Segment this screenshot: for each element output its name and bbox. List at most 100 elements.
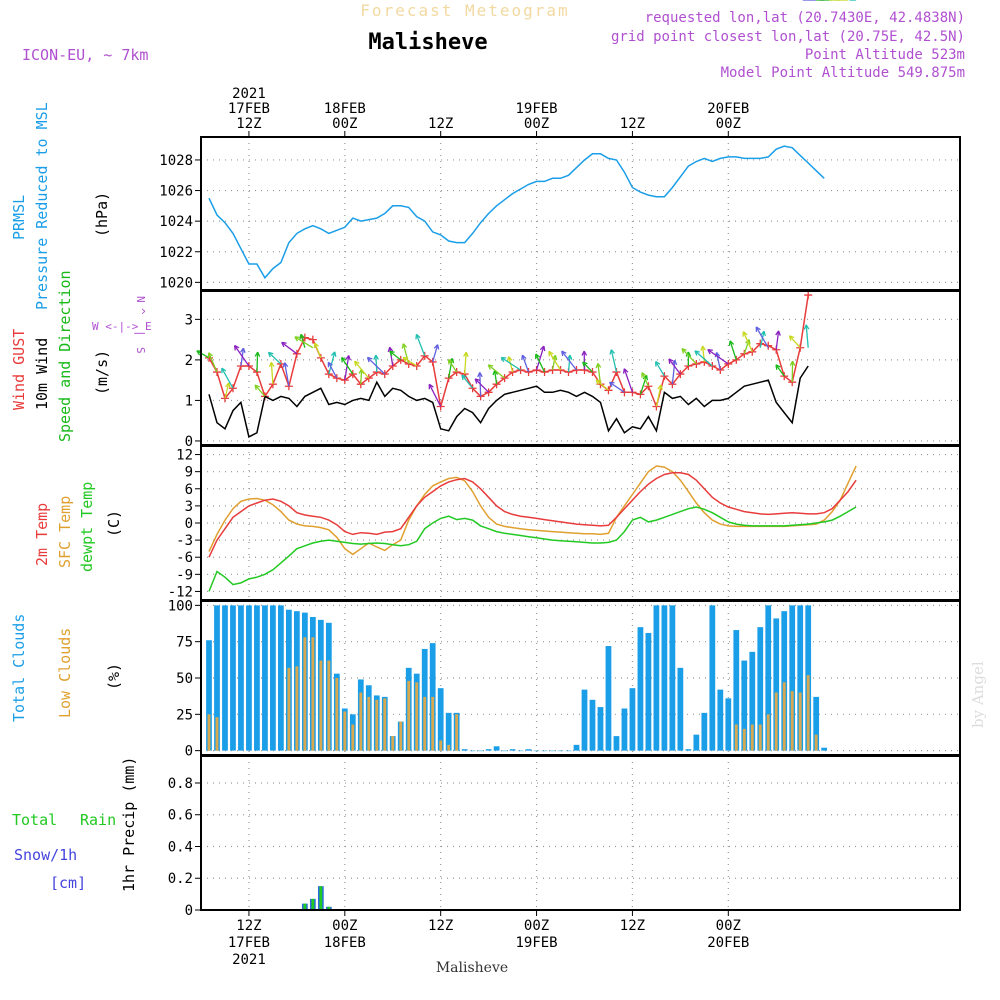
clouds-ytick-label: 100 [168, 598, 193, 614]
precip-ytick-label: 0 [185, 903, 193, 919]
low-cloud-bar [439, 740, 443, 751]
wind-dir-arrow [500, 356, 521, 371]
wind-dir-arrowhead [354, 360, 360, 367]
time-label-top: 00Z [332, 116, 357, 132]
low-cloud-bar [423, 696, 427, 751]
wind-dir-arrowhead [294, 336, 300, 342]
wind-dir-arrow [196, 350, 210, 359]
wind-dir-arrowhead [447, 358, 454, 365]
gust-marker [644, 382, 653, 391]
compass-bar: | [134, 330, 147, 337]
wind-dir-arrow [281, 341, 298, 355]
pressure-ytick-label: 1026 [159, 184, 193, 200]
wind-dir-arrowhead [654, 360, 661, 367]
wind-dir-arrow [639, 375, 648, 395]
precip-rain-label: Rain [80, 811, 116, 829]
gust-series [208, 294, 809, 409]
total-cloud-bar [461, 749, 468, 751]
low-cloud-bar [431, 696, 435, 751]
wind-ytick-label: 3 [185, 312, 193, 328]
wind-dir-arrowhead [281, 341, 287, 348]
total-cloud-bar [781, 611, 788, 751]
gust-marker [740, 349, 749, 358]
pressure-ytick-label: 1024 [159, 214, 193, 230]
wind-dir-arrowhead [707, 348, 713, 355]
compass-up: ^ [134, 308, 147, 315]
precip-cm-label: [cm] [50, 874, 86, 892]
time-label-bottom: 17FEB [228, 935, 270, 951]
wind-dir-arrowhead [474, 378, 481, 384]
pressure-ytick-label: 1028 [159, 153, 193, 169]
total-cloud-bar [637, 627, 644, 751]
total-cloud-bar [765, 605, 772, 751]
wind-dir-arrow [300, 334, 306, 348]
low-cloud-bar [399, 721, 403, 751]
wind-dir-arrow [623, 368, 634, 393]
total-cloud-bar [677, 667, 684, 751]
low-cloud-bar [303, 637, 307, 751]
wind-dir-arrow [668, 358, 681, 375]
wind-dir-arrowhead [700, 345, 706, 351]
total-cloud-bar [629, 688, 636, 751]
gust-marker [524, 368, 533, 377]
pressure-frame [200, 136, 961, 291]
wind-dir-arrowhead [681, 347, 687, 354]
wind-dir-arrowhead [641, 372, 647, 378]
wind-dir-arrow [655, 384, 662, 407]
precip-unit: 1hr Precip (mm) [120, 757, 138, 892]
wind-dir-arrowhead [581, 350, 588, 356]
total-cloud-bar [821, 747, 828, 751]
wind-dir-arrowhead [609, 349, 615, 355]
gust-marker [764, 341, 773, 350]
pressure-label-1: PRMSL [10, 195, 28, 240]
gust-marker [244, 361, 253, 370]
wind-dir-arrow [595, 379, 609, 391]
wind-dir-arrow [254, 384, 266, 397]
total-cloud-bar [525, 749, 532, 751]
total-cloud-bar [517, 750, 524, 752]
wind-dir-arrowhead [433, 344, 440, 350]
temperature-ytick-label: -12 [168, 584, 193, 600]
wind-dir-arrow [494, 370, 498, 385]
wind-dir-arrow [805, 324, 809, 348]
wind-dir-arrowhead [755, 326, 761, 332]
temp-2m-label: 2m Temp [33, 503, 51, 566]
app-title: Forecast Meteogram [360, 1, 569, 20]
wind-dir-arrowhead [760, 330, 766, 337]
temperature-ytick-label: -9 [176, 567, 193, 583]
low-cloud-bar [790, 691, 794, 751]
compass-rose: W <-|-> E N ^ | S [92, 296, 152, 354]
wind-dir-arrowhead [330, 351, 337, 357]
wind-dir-arrow [789, 335, 801, 349]
low-cloud-bar [774, 692, 778, 751]
gust-marker [292, 349, 301, 358]
wind-dir-arrow [464, 352, 467, 375]
wind-dir-arrow [655, 361, 665, 377]
wind-dir-arrowhead [345, 355, 351, 361]
wind-dir-arrow [402, 356, 418, 367]
wind-dir-arrow [715, 352, 721, 371]
gust-marker [396, 355, 405, 364]
wind-ytick-label: 0 [185, 434, 193, 450]
axis-layer: 102010221024102610280123-12-9-6-30369120… [159, 86, 749, 968]
wind-dir-arrowhead [240, 347, 246, 354]
time-label-bottom: 00Z [524, 918, 549, 934]
wind-dir-arrow [432, 344, 439, 363]
wind-dir-arrow [742, 331, 753, 353]
gust-marker [380, 370, 389, 379]
wind-dir-arrowhead [657, 384, 663, 390]
total-cloud-bar [501, 750, 508, 752]
wind-dir-arrow [375, 355, 378, 373]
footer-location: Malisheve [436, 960, 508, 976]
total-cloud-bar [613, 736, 620, 751]
total-cloud-bar [581, 689, 588, 751]
wind-dir-arrow [461, 374, 474, 389]
precip-frame [200, 755, 961, 911]
rain-bar [303, 903, 307, 910]
wind-dir-arrowhead [373, 354, 379, 360]
wind-dir-arrow [487, 364, 506, 379]
wind-dir-arrowhead [788, 335, 795, 341]
wind-dir-arrow [474, 378, 490, 393]
total-cloud-bar [773, 618, 780, 751]
compass-n: N [134, 296, 147, 303]
